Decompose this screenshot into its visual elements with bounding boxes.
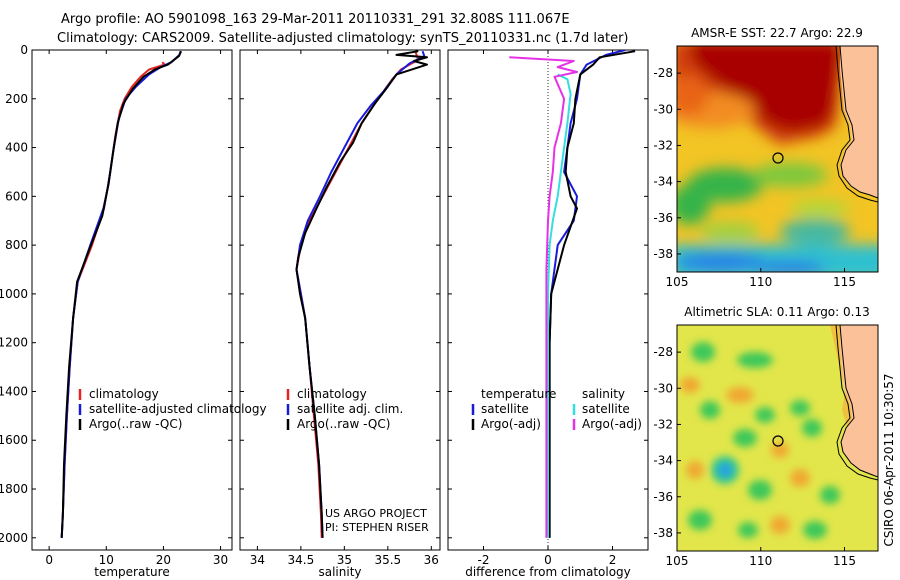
legend-title: temperature [481,387,556,401]
sla-coastline [835,325,878,481]
x-tick-label: 35 [337,553,352,567]
sla-heatmap [677,325,878,551]
y-tick-label: 1200 [0,336,28,350]
legend-label: satellite-adjusted climatology [89,402,267,416]
temperature-series [60,50,183,538]
map-y-tick-label: -38 [653,526,673,540]
legend-label: Argo(..raw -QC) [89,417,182,431]
map-x-tick-label: 110 [749,275,772,289]
difference-xlabel: difference from climatology [465,565,631,579]
header-line-2: Climatology: CARS2009. Satellite-adjuste… [57,31,629,46]
map-y-tick-label: -34 [653,175,673,189]
y-tick-label: 1800 [0,482,28,496]
sst-map-axes: 105 110 115 -28 -30 -32 -34 -36 -38 [653,66,856,289]
sst-coastline [835,46,878,203]
temperature-panel: 0 200 400 600 800 1000 1200 1400 1600 1800 2000 0 10… [0,43,267,579]
map-x-tick-label: 105 [666,554,689,568]
sst-heatmap [677,46,878,272]
sla-land-mask [840,325,878,477]
series-line [295,50,428,538]
map-y-tick-label: -28 [653,345,673,359]
x-tick-label: 36 [424,553,439,567]
legend-label: climatology [89,387,159,401]
x-tick-label: -2 [477,553,489,567]
salinity-series [295,50,428,538]
y-tick-label: 600 [5,189,28,203]
map-y-tick-label: -36 [653,490,673,504]
sla-argo-marker [772,435,784,447]
map-y-tick-label: -30 [653,102,673,116]
series-line [60,50,182,538]
temperature-xlabel: temperature [94,565,169,579]
legend-label: satellite [481,402,529,416]
series-line [60,50,183,538]
temperature-frame [31,49,233,551]
sla-map-title: Altimetric SLA: 0.11 Argo: 0.13 [684,305,869,319]
sst-map-title: AMSR-E SST: 22.7 Argo: 22.9 [691,26,863,40]
map-y-tick-label: -28 [653,66,673,80]
series-line [548,50,636,538]
map-y-tick-label: -32 [653,138,673,152]
legend-title: salinity [582,387,625,401]
series-line [509,56,578,538]
x-tick-label: 0 [544,553,552,567]
y-tick-label: 1400 [0,384,28,398]
x-tick-label: 2 [609,553,617,567]
x-tick-label: 20 [156,553,171,567]
y-tick-label: 1600 [0,433,28,447]
map-x-tick-label: 105 [666,275,689,289]
y-tick-label: 800 [5,238,28,252]
y-tick-label: 2000 [0,531,28,545]
sst-argo-marker [772,152,784,164]
project-annotation: PI: STEPHEN RISER [325,521,429,534]
x-tick-label: 10 [99,553,114,567]
map-x-tick-label: 115 [833,275,856,289]
x-tick-label: 34.5 [288,553,315,567]
y-tick-label: 400 [5,141,28,155]
x-tick-label: 34 [250,553,265,567]
header-line-1: Argo profile: AO 5901098_163 29-Mar-2011… [61,12,570,27]
legend-label: Argo(-adj) [582,417,642,431]
map-y-tick-label: -34 [653,454,673,468]
difference-series [509,50,636,538]
map-y-tick-label: -32 [653,417,673,431]
series-line [60,61,166,538]
map-y-tick-label: -36 [653,211,673,225]
series-line [547,73,572,538]
project-annotation: US ARGO PROJECT [325,507,427,520]
sla-map-panel: Altimetric SLA: 0.11 Argo: 0.13 [653,305,879,568]
y-tick-label: 0 [20,43,28,57]
x-tick-label: 0 [45,553,53,567]
legend-label: satellite adj. clim. [297,402,403,416]
legend-label: Argo(-adj) [481,417,541,431]
y-tick-label: 200 [5,92,28,106]
x-tick-label: 35.5 [374,553,401,567]
x-tick-label: 30 [213,553,228,567]
map-x-tick-label: 110 [749,554,772,568]
salinity-panel: 34 34.5 35 35.5 36 salinity climatologysatelli… [239,49,441,579]
salinity-frame [239,49,441,551]
map-x-tick-label: 115 [833,554,856,568]
sla-map-axes: 105 110 115 -28 -30 -32 -34 -36 -38 [653,345,856,568]
map-y-tick-label: -38 [653,247,673,261]
legend-label: satellite [582,402,630,416]
map-y-tick-label: -30 [653,381,673,395]
side-note: CSIRO 06-Apr-2011 10:30:57 [882,373,896,546]
legend-label: Argo(..raw -QC) [297,417,390,431]
sst-map-panel: AMSR-E SST: 22.7 Argo: 22.9 [653,26,879,289]
salinity-xlabel: salinity [318,565,361,579]
legend-label: climatology [297,387,367,401]
sst-land-mask [840,46,878,198]
y-tick-label: 1000 [0,287,28,301]
